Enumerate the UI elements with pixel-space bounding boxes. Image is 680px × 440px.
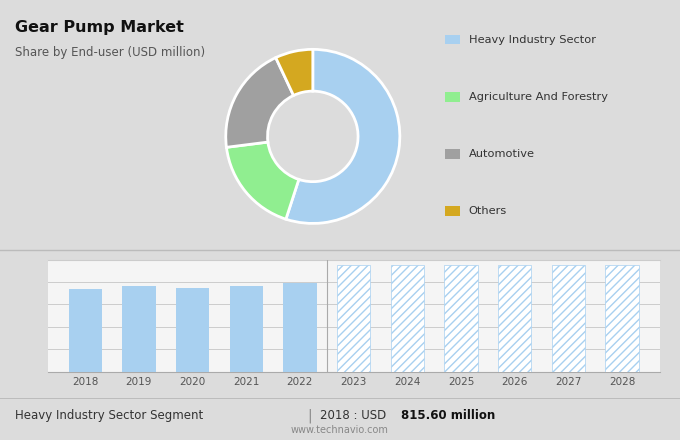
Bar xyxy=(605,265,639,372)
Text: Others: Others xyxy=(469,206,507,216)
Bar xyxy=(122,286,156,372)
Wedge shape xyxy=(276,49,313,95)
Text: Share by End-user (USD million): Share by End-user (USD million) xyxy=(15,46,205,59)
Bar xyxy=(551,265,585,372)
Wedge shape xyxy=(226,58,294,147)
Bar xyxy=(444,265,477,372)
Text: Gear Pump Market: Gear Pump Market xyxy=(15,20,184,35)
Wedge shape xyxy=(286,49,400,224)
Text: www.technavio.com: www.technavio.com xyxy=(291,425,389,435)
Bar xyxy=(176,288,209,372)
Bar xyxy=(230,286,263,372)
Text: 2018 : USD: 2018 : USD xyxy=(320,409,390,422)
Bar xyxy=(337,265,370,372)
Bar xyxy=(69,289,102,372)
Text: 815.60 million: 815.60 million xyxy=(401,409,496,422)
Text: |: | xyxy=(307,409,311,423)
Text: Automotive: Automotive xyxy=(469,149,534,159)
Text: Heavy Industry Sector: Heavy Industry Sector xyxy=(469,35,596,44)
Wedge shape xyxy=(226,142,299,219)
Text: Agriculture And Forestry: Agriculture And Forestry xyxy=(469,92,607,102)
Bar xyxy=(284,283,317,372)
Text: Heavy Industry Sector Segment: Heavy Industry Sector Segment xyxy=(15,409,203,422)
Bar xyxy=(390,265,424,372)
Bar xyxy=(498,265,531,372)
